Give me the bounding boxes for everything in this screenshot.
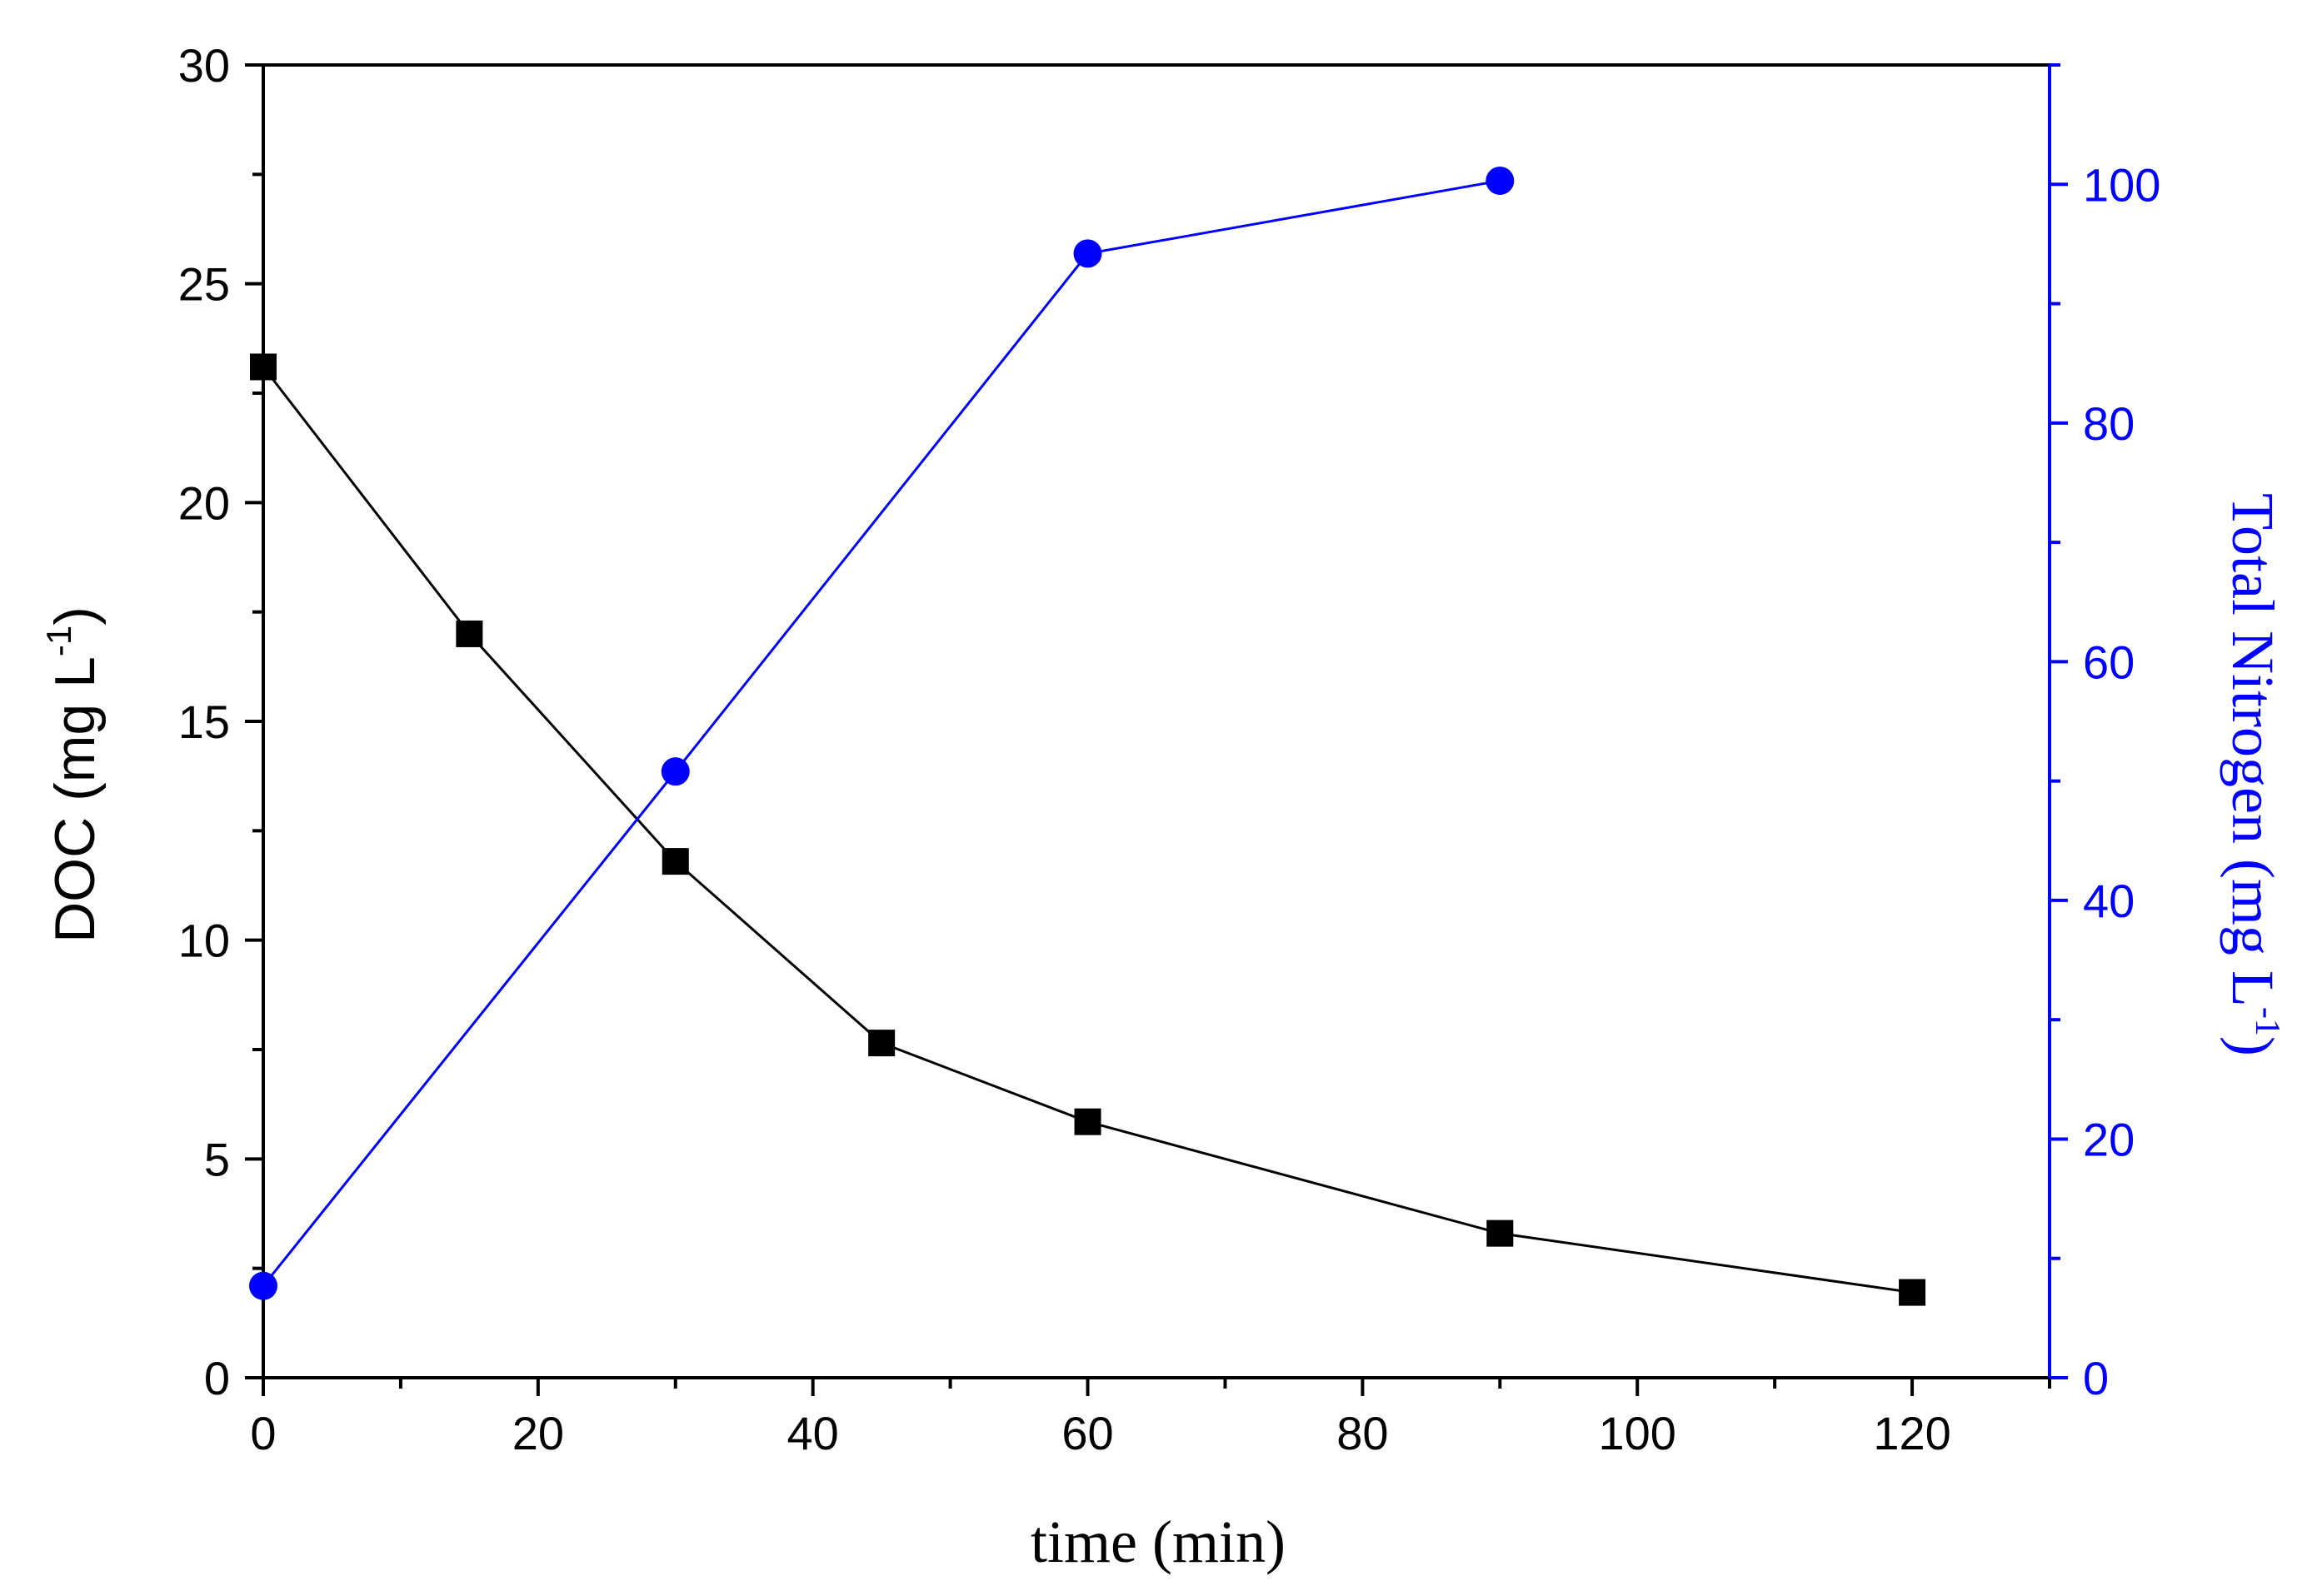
doc-point [1899,1279,1926,1306]
total-nitrogen-point [249,1271,277,1300]
x-tick-label: 0 [250,1407,276,1459]
x-tick-label: 60 [1061,1407,1113,1459]
total-nitrogen-line [262,179,1501,1287]
y-left-title-main: DOC (mg L [43,656,107,943]
y-left-tick-label: 10 [178,915,230,967]
doc-point [868,1030,896,1057]
doc-line [262,366,1913,1294]
doc-point [1074,1108,1101,1135]
doc-point [662,848,689,875]
y-axis-right-title: Total Nitrogen (mg L-1) [2220,493,2286,1056]
plot-area [249,166,1926,1306]
y-left-tick-label: 30 [178,39,230,92]
y-right-title-main: Total Nitrogen (mg L [2220,493,2286,1007]
x-tick-label: 120 [1873,1407,1950,1459]
x-axis-title: time (min) [1031,1509,1286,1575]
y-left-tick-label: 15 [178,696,230,748]
y-right-tick-label: 100 [2083,158,2160,211]
total-nitrogen-point [1073,239,1102,268]
doc-point [456,620,483,647]
y-right-tick-label: 40 [2083,875,2135,927]
y-left-title-close: ) [43,606,107,626]
y-right-tick-label: 20 [2083,1113,2135,1165]
x-tick-label: 20 [512,1407,564,1459]
doc-point [250,353,277,381]
total-nitrogen-point [1486,166,1515,195]
axes: 0 20 40 60 80 100 120 0 5 10 15 20 25 30 0 20 40 60 80 100 [178,39,2161,1459]
y-left-tick-label: 25 [178,258,230,311]
svg-text:DOC (mg L-1): DOC (mg L-1) [39,606,107,943]
y-left-tick-label: 20 [178,476,230,529]
total-nitrogen-point [661,757,690,786]
x-tick-label: 40 [787,1407,839,1459]
svg-text:Total Nitrogen (mg L-1): Total Nitrogen (mg L-1) [2220,493,2286,1056]
y-right-tick-label: 0 [2083,1352,2109,1404]
y-left-title-sup: -1 [39,626,78,656]
y-left-tick-label: 5 [204,1133,230,1185]
doc-point [1486,1219,1514,1247]
y-left-tick-label: 0 [204,1352,230,1404]
y-right-title-sup: -1 [2248,1007,2286,1036]
y-right-title-close: ) [2220,1036,2286,1056]
y-right-tick-label: 80 [2083,397,2135,450]
x-tick-label: 80 [1336,1407,1388,1459]
y-axis-left-title: DOC (mg L-1) [39,606,107,943]
y-right-tick-label: 60 [2083,636,2135,688]
x-tick-label: 100 [1599,1407,1676,1459]
